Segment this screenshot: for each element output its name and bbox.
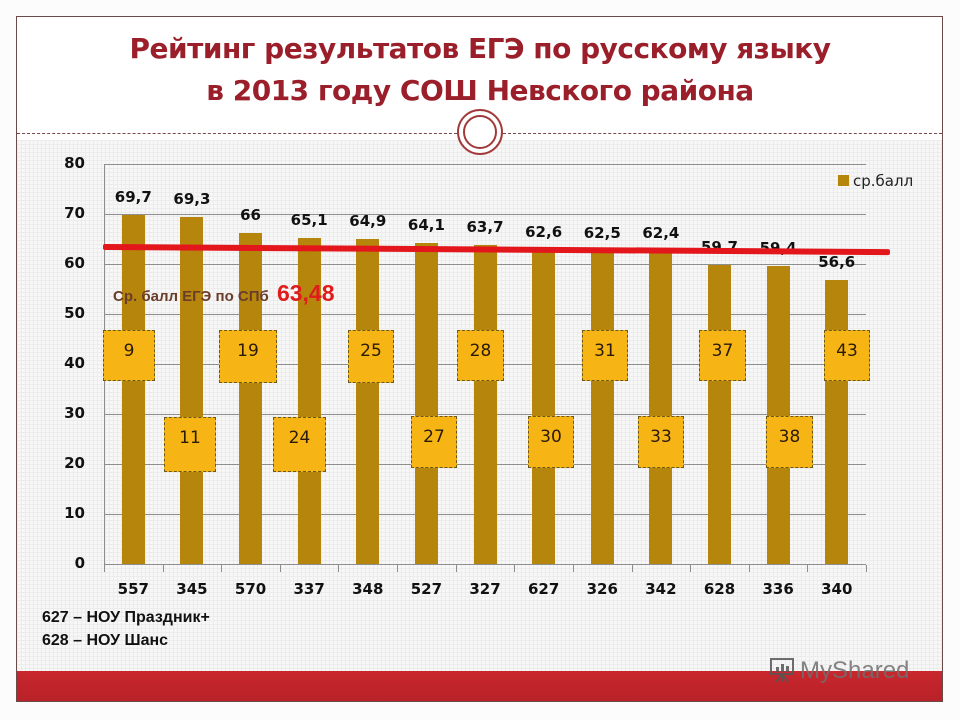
rank-box: 19	[219, 330, 277, 383]
x-tick-label: 627	[527, 580, 560, 598]
x-tick-label: 337	[293, 580, 325, 598]
bar-627	[532, 250, 556, 564]
x-tick-label: 327	[469, 580, 501, 598]
x-tick-label: 557	[117, 580, 149, 598]
note-628: 628 – НОУ Шанс	[42, 632, 169, 649]
x-tick-label: 345	[176, 580, 208, 598]
rank-box: 9	[103, 330, 155, 381]
bar-value-label: 64,9	[349, 211, 387, 230]
bar-326	[590, 250, 614, 564]
bar-340	[825, 280, 849, 564]
watermark: MyShared	[768, 656, 909, 685]
x-tick	[514, 565, 516, 572]
divider-left	[17, 133, 457, 134]
presentation-board-icon	[770, 658, 794, 683]
y-tick-label: 80	[64, 154, 85, 172]
x-tick-label: 340	[821, 580, 853, 598]
bar-value-label: 69,3	[173, 189, 211, 208]
x-tick-label: 628	[703, 580, 736, 598]
circle-ornament-icon	[457, 109, 503, 155]
footer-band	[17, 671, 942, 701]
x-tick-label: 348	[352, 580, 384, 598]
divider-right	[503, 133, 942, 134]
page-title: Рейтинг результатов ЕГЭ по русскому язык…	[0, 28, 960, 112]
rank-box: 33	[638, 416, 684, 468]
bar-value-label: 69,7	[114, 187, 152, 206]
x-tick-label: 527	[410, 580, 443, 598]
bar-345	[180, 216, 204, 564]
bar-527	[414, 242, 438, 564]
rank-box: 37	[699, 330, 746, 381]
bar-value-label: 62,4	[642, 224, 680, 243]
title-line-1: Рейтинг результатов ЕГЭ по русскому язык…	[129, 32, 831, 65]
bar-348	[356, 238, 380, 564]
rank-box: 27	[411, 416, 457, 468]
x-tick	[748, 565, 750, 572]
bar-327	[473, 244, 497, 564]
rank-box: 30	[528, 416, 574, 468]
spb-average-value: 63,48	[276, 280, 335, 306]
rank-box: 31	[582, 330, 628, 381]
title-line-2: в 2013 году СОШ Невского района	[206, 74, 754, 107]
spb-average-label: Ср. балл ЕГЭ по СПб	[113, 288, 269, 305]
x-tick	[690, 565, 692, 572]
bar-value-label: 56,6	[818, 253, 856, 272]
spb-average-annotation: Ср. балл ЕГЭ по СПб 63,48	[113, 280, 335, 307]
x-tick	[455, 565, 457, 572]
bar-value-label: 64,1	[407, 215, 445, 234]
y-tick-label: 10	[64, 504, 85, 522]
bar-value-label: 63,7	[466, 217, 504, 236]
x-tick-label: 326	[586, 580, 618, 598]
gridline-70	[104, 214, 866, 215]
bar-342	[649, 251, 673, 564]
y-tick-label: 30	[64, 404, 85, 422]
y-tick-label: 70	[64, 204, 85, 222]
x-tick	[221, 565, 223, 572]
x-tick	[162, 565, 164, 572]
legend-label: ср.балл	[853, 172, 914, 190]
chart-legend: ср.балл	[838, 172, 913, 190]
gridline-80	[104, 164, 866, 165]
y-tick-label: 50	[64, 304, 85, 322]
bar-337	[297, 237, 321, 564]
x-tick-label: 570	[234, 580, 267, 598]
x-tick	[866, 565, 868, 572]
x-tick	[104, 565, 105, 572]
y-tick-label: 40	[64, 354, 85, 372]
y-tick-label: 20	[64, 454, 85, 472]
x-tick	[397, 565, 399, 572]
bar-570	[239, 233, 263, 564]
legend-swatch-icon	[838, 175, 849, 186]
bar-336	[766, 266, 790, 564]
x-tick-label: 336	[762, 580, 794, 598]
x-tick	[807, 565, 809, 572]
rank-box: 43	[824, 330, 870, 381]
rank-box: 24	[273, 417, 326, 472]
bar-value-label: 65,1	[290, 210, 328, 229]
rank-box: 28	[457, 330, 504, 381]
x-tick	[338, 565, 340, 572]
rank-box: 38	[766, 416, 813, 468]
rank-box: 25	[348, 330, 394, 383]
note-627: 627 – НОУ Праздник+	[42, 609, 210, 626]
x-axis-line	[104, 564, 866, 565]
bar-value-label: 62,6	[525, 223, 563, 242]
x-tick	[572, 565, 574, 572]
watermark-text: MyShared	[800, 657, 910, 684]
rank-box: 11	[164, 417, 216, 472]
x-tick-label: 342	[645, 580, 677, 598]
bar-557	[121, 214, 145, 564]
bar-value-label: 62,5	[583, 223, 621, 242]
bar-value-label: 66	[240, 206, 261, 225]
y-tick-label: 60	[64, 254, 85, 272]
y-tick-label: 0	[74, 554, 85, 572]
x-tick	[279, 565, 281, 572]
bar-628	[708, 264, 731, 564]
x-tick	[631, 565, 633, 572]
